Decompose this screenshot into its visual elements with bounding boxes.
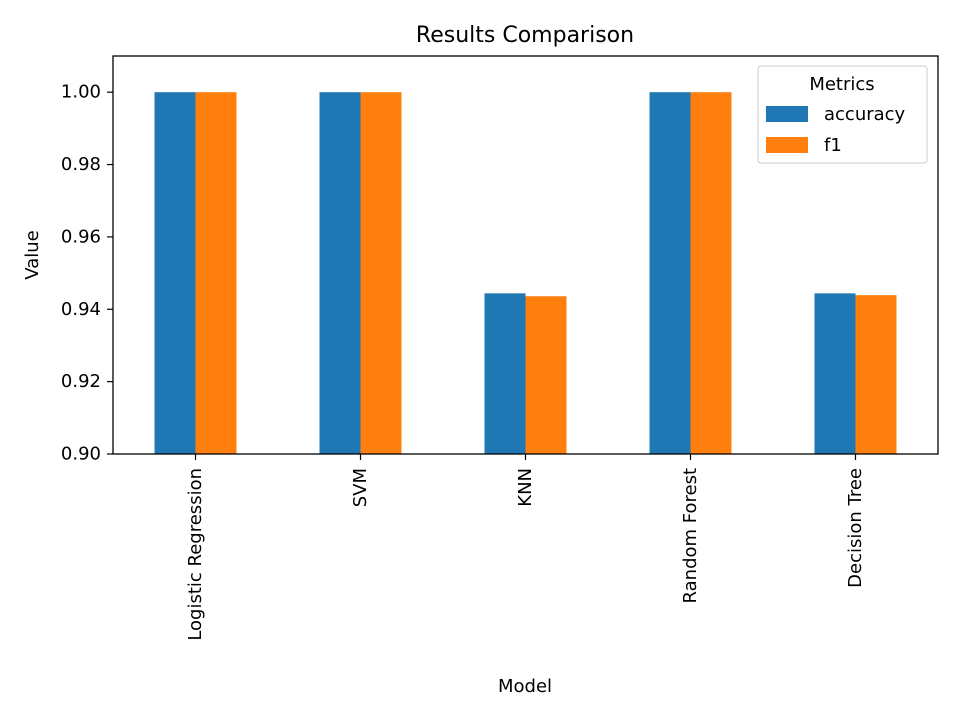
- y-axis-label: Value: [22, 230, 43, 279]
- x-tick-label: SVM: [350, 468, 371, 507]
- y-tick-label: 1.00: [61, 82, 101, 103]
- y-tick-label: 0.92: [61, 371, 101, 392]
- bar-f1-decision-tree: [855, 295, 897, 454]
- bar-f1-knn: [525, 296, 567, 454]
- bar-accuracy-logistic-regression: [154, 92, 196, 454]
- legend-label-f1: f1: [824, 135, 842, 156]
- x-tick-label: Random Forest: [680, 468, 701, 603]
- y-tick-label: 0.90: [61, 444, 101, 465]
- bar-f1-logistic-regression: [195, 92, 237, 454]
- x-tick-label: Decision Tree: [845, 468, 866, 588]
- x-axis-label: Model: [498, 676, 552, 697]
- bar-accuracy-knn: [484, 293, 526, 454]
- legend-swatch-f1: [766, 137, 808, 153]
- chart-title: Results Comparison: [416, 23, 634, 48]
- y-tick-label: 0.96: [61, 226, 101, 247]
- legend-title: Metrics: [809, 74, 874, 95]
- bar-accuracy-svm: [319, 92, 361, 454]
- bar-f1-random-forest: [690, 92, 732, 454]
- bar-accuracy-decision-tree: [814, 293, 856, 454]
- y-tick-label: 0.94: [61, 299, 101, 320]
- bar-accuracy-random-forest: [649, 92, 691, 454]
- y-tick-label: 0.98: [61, 154, 101, 175]
- plot-frame: [112, 55, 939, 455]
- ticks-layer: Logistic Regression SVM KNN Random Forest De…: [61, 82, 866, 641]
- bar-f1-svm: [360, 92, 402, 454]
- legend-label-accuracy: accuracy: [824, 104, 906, 125]
- plot-layer: [154, 92, 897, 454]
- x-tick-label: KNN: [515, 468, 536, 507]
- x-tick-label: Logistic Regression: [185, 468, 206, 641]
- legend-swatch-accuracy: [766, 106, 808, 122]
- legend: Metrics accuracy f1: [757, 65, 928, 164]
